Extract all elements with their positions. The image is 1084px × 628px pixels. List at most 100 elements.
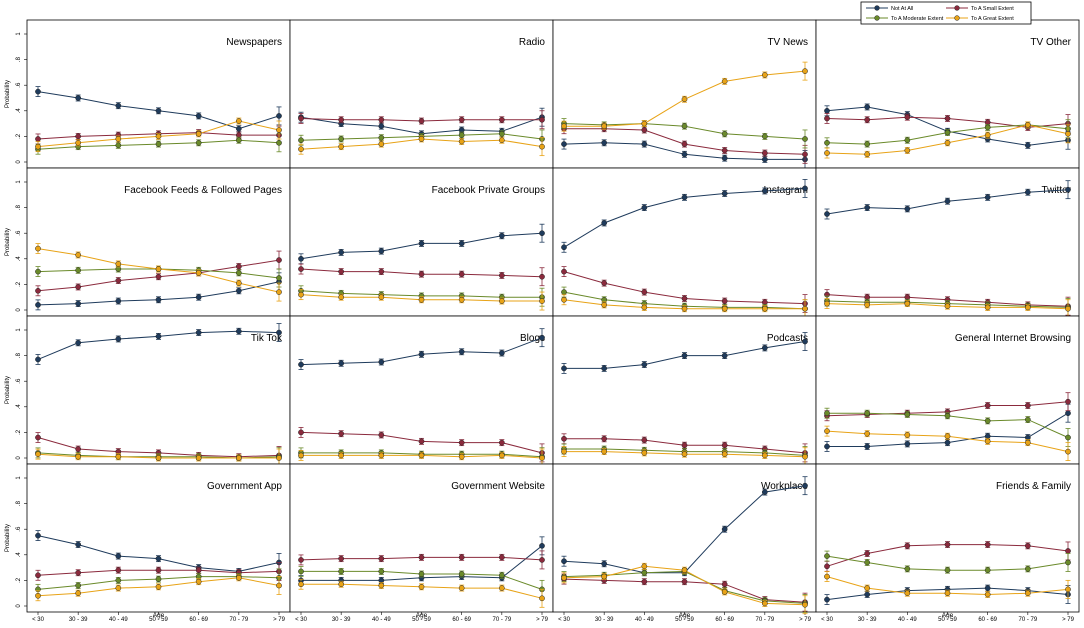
data-point xyxy=(1024,142,1031,149)
data-point xyxy=(681,442,688,449)
panel-2: Radio xyxy=(289,19,554,169)
data-point xyxy=(338,360,345,367)
data-point xyxy=(1065,434,1071,441)
panel-title: Friends & Family xyxy=(996,481,1071,492)
data-point xyxy=(115,102,122,109)
data-point xyxy=(681,141,688,147)
data-point xyxy=(418,438,425,445)
panel-title: Government Website xyxy=(451,481,545,492)
panel-14: Government Website < 30 30 - 39 40 - 49 50 -… xyxy=(289,463,554,623)
panel-title: Government App xyxy=(207,481,282,492)
data-point xyxy=(721,451,728,458)
data-point xyxy=(864,116,871,123)
data-point xyxy=(75,284,82,290)
data-point xyxy=(824,563,830,570)
data-point xyxy=(1065,186,1071,193)
data-point xyxy=(824,596,830,603)
data-point xyxy=(276,329,282,336)
data-point xyxy=(864,559,871,566)
data-point xyxy=(1024,189,1031,196)
data-point xyxy=(498,554,505,561)
y-axis-label: Probability xyxy=(5,228,11,256)
y-tick-label: .8 xyxy=(16,500,22,506)
data-point xyxy=(115,298,122,304)
data-point xyxy=(35,592,41,599)
panel-15: Workplace < 30 30 - 39 40 - 49 50 - 59 60 - 6… xyxy=(552,463,817,623)
data-point xyxy=(235,328,242,335)
legend-swatch-marker xyxy=(954,15,960,21)
data-point xyxy=(1065,410,1071,417)
data-point xyxy=(864,302,871,308)
data-point xyxy=(418,554,425,561)
data-point xyxy=(824,107,830,114)
data-point xyxy=(35,143,41,150)
data-point xyxy=(298,146,304,153)
data-point xyxy=(155,555,162,562)
data-point xyxy=(418,240,425,247)
data-point xyxy=(498,116,505,123)
data-point xyxy=(984,194,991,201)
data-point xyxy=(35,572,41,579)
data-point xyxy=(641,289,648,295)
data-point xyxy=(641,120,648,127)
data-point xyxy=(681,305,688,312)
data-point xyxy=(115,336,122,342)
data-point xyxy=(984,304,991,311)
data-point xyxy=(418,296,425,303)
data-point xyxy=(338,116,345,123)
data-point xyxy=(561,574,567,581)
x-tick-label: < 30 xyxy=(558,617,571,623)
data-point xyxy=(824,573,830,580)
data-point xyxy=(944,139,951,146)
data-point xyxy=(984,132,991,138)
data-point xyxy=(378,359,385,365)
y-tick-label: .2 xyxy=(16,133,22,139)
legend-frame xyxy=(860,1,1032,25)
data-point xyxy=(155,333,162,340)
y-tick-label: 1 xyxy=(16,476,22,480)
data-point xyxy=(539,595,545,602)
data-point xyxy=(561,435,567,442)
data-point xyxy=(276,275,282,281)
data-point xyxy=(298,568,304,575)
data-point xyxy=(904,411,911,418)
data-point xyxy=(1024,416,1031,423)
data-point xyxy=(458,116,465,123)
data-point xyxy=(378,134,385,141)
data-point xyxy=(904,300,911,307)
data-point xyxy=(561,141,567,147)
data-point xyxy=(1065,548,1071,554)
data-point xyxy=(721,130,728,137)
data-point xyxy=(498,298,505,304)
data-point xyxy=(115,553,122,559)
data-point xyxy=(418,136,425,142)
data-point xyxy=(601,220,608,226)
data-point xyxy=(75,300,82,307)
data-point xyxy=(35,136,41,142)
y-tick-label: .2 xyxy=(16,429,22,435)
legend-label: To A Moderate Extent xyxy=(891,16,944,22)
y-tick-label: .8 xyxy=(16,204,22,210)
data-point xyxy=(458,571,465,577)
data-point xyxy=(298,115,304,122)
data-point xyxy=(681,352,688,359)
data-point xyxy=(1024,304,1031,311)
data-point xyxy=(195,270,202,276)
data-point xyxy=(115,585,122,591)
y-tick-label: .4 xyxy=(16,108,22,114)
data-point xyxy=(298,557,304,563)
x-tick-label: 40 - 49 xyxy=(109,617,128,623)
data-point xyxy=(35,434,41,441)
data-point xyxy=(641,141,648,147)
data-point xyxy=(601,573,608,580)
x-tick-label: < 30 xyxy=(295,617,308,623)
data-point xyxy=(418,118,425,124)
x-tick-label: 50 - 59 xyxy=(412,617,431,623)
data-point xyxy=(641,127,648,133)
legend-label: To A Great Extent xyxy=(971,16,1014,22)
data-point xyxy=(1024,402,1031,409)
data-point xyxy=(601,280,608,286)
data-point xyxy=(761,133,768,140)
data-point xyxy=(721,78,728,85)
data-point xyxy=(944,541,951,548)
